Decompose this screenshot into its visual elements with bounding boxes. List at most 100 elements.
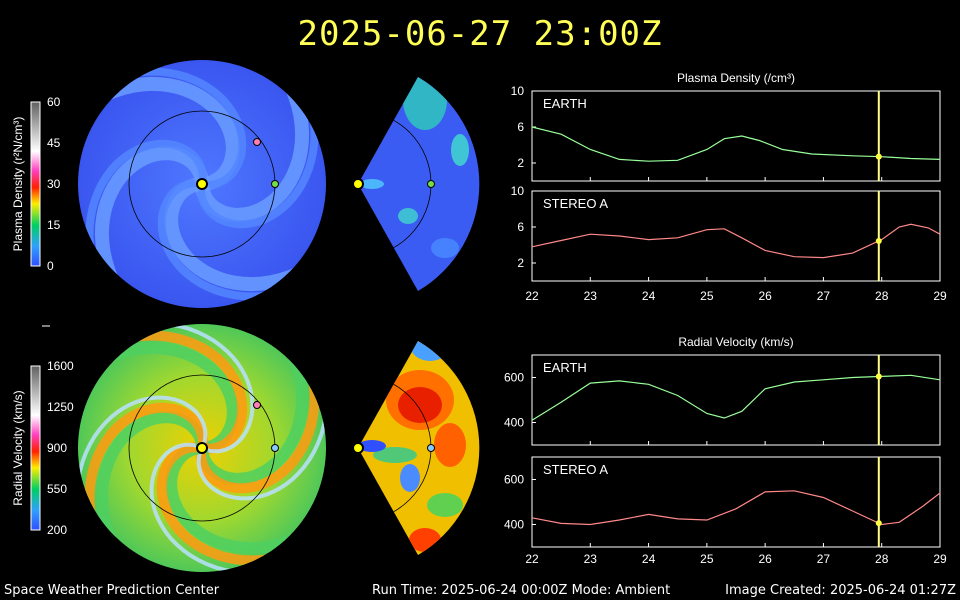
spiral-arm — [78, 395, 208, 493]
time-marker-point — [875, 520, 882, 527]
spiral-arm — [196, 370, 320, 494]
y-tick-label: 6 — [517, 120, 524, 134]
x-tick-label: 29 — [933, 552, 947, 566]
stereo-a-marker — [253, 401, 261, 409]
spiral-arm — [124, 330, 248, 454]
sun-marker — [196, 442, 208, 454]
panel-label: STEREO A — [543, 462, 608, 477]
velocity-colorbar: Radial Velocity (km/s) 1600 1250 900 550 200 — [11, 359, 74, 537]
spiral-arm — [197, 107, 319, 229]
x-tick-label: 24 — [642, 552, 656, 566]
spiral-arm — [165, 442, 306, 555]
spiral-arm — [156, 442, 280, 566]
density-spiral-arms — [85, 67, 319, 301]
x-tick-label: 27 — [817, 289, 831, 303]
colorbar-tick-label: 60 — [47, 95, 61, 109]
x-tick-label: 22 — [525, 552, 539, 566]
panel-frame — [531, 90, 941, 182]
spiral-arm — [164, 177, 307, 292]
chart-title: Radial Velocity (km/s) — [678, 335, 793, 349]
y-tick-label: 6 — [517, 220, 524, 234]
density-ecliptic-map — [78, 60, 326, 308]
spiral-arm — [94, 146, 209, 289]
x-tick-label: 29 — [933, 289, 947, 303]
y-tick-label: 400 — [504, 518, 524, 532]
colorbar-tick-label: 550 — [47, 482, 67, 496]
panel-label: EARTH — [543, 360, 587, 375]
velocity-colorbar-gradient — [30, 365, 41, 531]
earth-marker — [271, 180, 279, 188]
time-marker-point — [875, 153, 882, 160]
velocity-spiral-arms — [78, 324, 326, 572]
spiral-arm — [97, 76, 240, 191]
density-colorbar-label: Plasma Density (r²N/cm³) — [11, 117, 25, 252]
velocity-colorbar-ticks: 1600 1250 900 550 200 — [47, 359, 74, 537]
y-tick-label: 400 — [504, 416, 524, 430]
colorbar-tick-label: 45 — [47, 136, 61, 150]
series-line — [531, 126, 941, 162]
spiral-arm — [95, 411, 208, 552]
spiral-arm — [125, 67, 247, 189]
sun-marker — [352, 178, 364, 190]
page-title: 2025-06-27 23:00Z — [297, 14, 663, 54]
earth-marker — [427, 444, 435, 452]
time-marker-point — [875, 373, 882, 380]
x-tick-label: 28 — [875, 289, 889, 303]
panel-label: STEREO A — [543, 196, 608, 211]
spiral-arm — [84, 402, 208, 526]
velocity-ecliptic-map — [78, 324, 326, 572]
series-line — [531, 490, 941, 526]
spiral-arm — [85, 139, 207, 261]
panel-label: EARTH — [543, 96, 587, 111]
density-wedge — [358, 77, 480, 291]
density-colorbar-ticks: 60 45 30 15 0 — [47, 95, 61, 273]
series-line — [531, 223, 941, 259]
x-tick-label: 27 — [817, 552, 831, 566]
footer-created: Image Created: 2025-06-24 01:27Z — [725, 583, 956, 598]
series-line — [531, 374, 941, 421]
panel-frame — [531, 354, 941, 446]
footer-run-info: Run Time: 2025-06-24 00:00Z Mode: Ambien… — [372, 583, 671, 598]
panel-frame — [531, 190, 941, 282]
colorbar-tick-label: 1600 — [47, 359, 74, 373]
y-tick-label: 10 — [511, 184, 525, 198]
x-tick-label: 25 — [700, 289, 714, 303]
colorbar-tick-label: 30 — [47, 177, 61, 191]
spiral-arm — [196, 403, 326, 501]
time-marker-point — [875, 237, 882, 244]
stereo-a-marker — [253, 138, 261, 146]
sun-marker — [196, 178, 208, 190]
density-timeseries-chart: Plasma Density (/cm³)2610EARTH2610STEREO… — [511, 71, 947, 303]
y-tick-label: 600 — [504, 371, 524, 385]
x-tick-label: 22 — [525, 289, 539, 303]
x-tick-label: 28 — [875, 552, 889, 566]
sun-marker — [352, 442, 364, 454]
colorbar-tick-label: 0 — [47, 259, 54, 273]
velocity-colorbar-label: Radial Velocity (km/s) — [11, 390, 25, 505]
colorbar-tick-label: 1250 — [47, 400, 74, 414]
panel-frame — [531, 456, 941, 548]
x-tick-label: 25 — [700, 552, 714, 566]
x-tick-label: 26 — [758, 289, 772, 303]
y-tick-label: 10 — [511, 84, 525, 98]
footer-credit: Space Weather Prediction Center — [4, 583, 220, 598]
density-colorbar: Plasma Density (r²N/cm³) 60 45 30 15 0 — [11, 95, 61, 273]
velocity-meridional-map — [352, 341, 480, 555]
x-tick-label: 24 — [642, 289, 656, 303]
density-colorbar-gradient — [30, 101, 41, 267]
earth-marker — [271, 444, 279, 452]
y-tick-label: 2 — [517, 156, 524, 170]
y-tick-label: 600 — [504, 473, 524, 487]
y-tick-label: 2 — [517, 256, 524, 270]
x-tick-label: 23 — [584, 289, 598, 303]
colorbar-tick-label: 900 — [47, 441, 67, 455]
spiral-arm — [157, 179, 279, 301]
velocity-timeseries-chart: Radial Velocity (km/s) 400 600 EARTH 400 600 S… — [504, 335, 947, 566]
spiral-arm — [157, 324, 255, 454]
colorbar-tick-label: 200 — [47, 523, 67, 537]
spiral-arm — [196, 344, 309, 485]
earth-marker — [427, 180, 435, 188]
spiral-arm — [149, 442, 247, 572]
x-tick-label: 23 — [584, 552, 598, 566]
